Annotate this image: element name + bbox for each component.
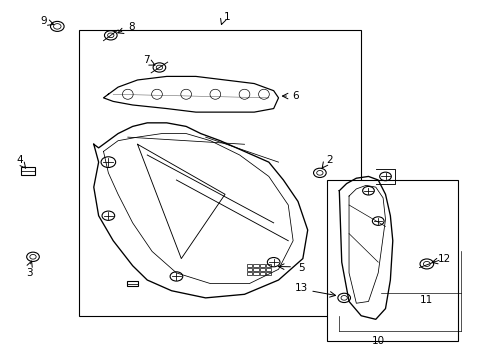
Bar [253, 264, 258, 267]
Bar [253, 268, 258, 271]
Bar [21, 167, 35, 175]
Bar [265, 264, 271, 267]
Text: 12: 12 [437, 254, 450, 264]
Bar [259, 268, 264, 271]
Text: 7: 7 [142, 55, 149, 65]
Bar [246, 272, 252, 275]
Text: 5: 5 [298, 262, 305, 273]
Text: 10: 10 [371, 337, 384, 346]
Text: 2: 2 [325, 156, 332, 165]
Bar [265, 268, 271, 271]
Bar [79, 30, 361, 316]
Bar [326, 180, 458, 341]
Text: 8: 8 [128, 22, 135, 32]
Bar [259, 272, 264, 275]
Bar [259, 264, 264, 267]
Text: 6: 6 [292, 91, 298, 101]
Bar [265, 272, 271, 275]
Text: 1: 1 [224, 13, 230, 22]
Text: 11: 11 [419, 295, 432, 305]
Bar [246, 268, 252, 271]
Text: 13: 13 [294, 283, 307, 293]
Bar [127, 281, 138, 286]
Bar [253, 272, 258, 275]
Text: 9: 9 [41, 16, 47, 26]
Text: 3: 3 [26, 268, 33, 278]
Bar [246, 264, 252, 267]
Text: 4: 4 [17, 156, 23, 165]
